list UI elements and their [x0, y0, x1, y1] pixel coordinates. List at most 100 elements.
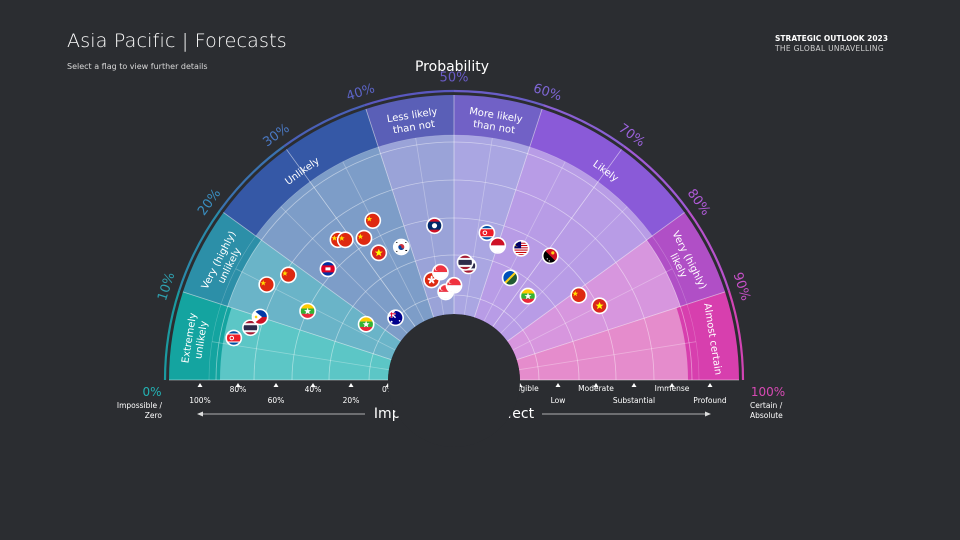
prob-grid-ray-60: [474, 108, 543, 318]
right-axis-label-2: Moderate: [578, 384, 614, 393]
flag-singapore[interactable]: [431, 263, 449, 281]
outer-ring-seg-1: [163, 290, 181, 381]
flag-china[interactable]: [280, 266, 297, 284]
percent-label-90: 90%: [730, 271, 753, 303]
inner-sector-2: [227, 240, 401, 360]
flag-graphic: [356, 231, 371, 246]
flag-thailand[interactable]: [456, 254, 474, 271]
flag-border: [357, 315, 375, 333]
flag-north-korea[interactable]: [478, 224, 496, 242]
brand-line-1: STRATEGIC OUTLOOK 2023: [775, 34, 888, 43]
flag-myanmar[interactable]: [299, 302, 316, 320]
right-tick-3: [631, 383, 637, 387]
left-axis-label-3: 40%: [305, 385, 322, 394]
flag-graphic: [281, 267, 296, 282]
flag-vietnam[interactable]: [370, 244, 388, 262]
flag-graphic: [520, 289, 535, 304]
flag-border: [426, 217, 443, 235]
left-tick-0: [197, 383, 203, 387]
flag-cambodia[interactable]: [319, 260, 337, 278]
flag-china[interactable]: [258, 276, 276, 293]
left-axis-label-0: 100%: [189, 396, 210, 405]
flag-singapore[interactable]: [445, 276, 463, 294]
flag-graphic: [243, 320, 258, 335]
prob-grid-ray-55: [463, 137, 493, 315]
flag-myanmar[interactable]: [519, 287, 537, 305]
flag-graphic: [388, 310, 403, 325]
flag-indonesia[interactable]: [489, 237, 507, 254]
end-right-percent: 100%: [751, 385, 785, 399]
flag-south-korea[interactable]: [392, 238, 410, 256]
flag-graphic: [300, 304, 315, 319]
percent-label-10: 10%: [155, 271, 178, 303]
left-tick-3: [310, 383, 316, 387]
flag-myanmar[interactable]: [357, 315, 375, 333]
page-title: Asia Pacific | Forecasts: [67, 30, 287, 52]
inner-sector-1: [220, 307, 392, 380]
left-tick-1: [235, 383, 241, 387]
flag-graphic: [514, 241, 529, 256]
right-axis-label-0: Negligible: [501, 384, 539, 393]
band-separator: [208, 134, 700, 381]
flag-border: [512, 239, 530, 257]
flag-border: [445, 276, 463, 294]
prob-grid-ray-80: [507, 212, 685, 342]
flag-graphic: [433, 265, 448, 280]
flag-graphic: [365, 213, 380, 228]
impact-arrowhead-right: [705, 411, 711, 417]
flag-border: [431, 263, 449, 281]
outer-ring-seg-7: [542, 104, 625, 148]
outer-ring-seg-10: [727, 290, 745, 381]
flag-china[interactable]: [570, 286, 588, 304]
flag-graphic: [427, 218, 442, 233]
end-right-text-1: Absolute: [750, 411, 783, 420]
flag-border: [541, 247, 559, 265]
probability-title: Probability: [415, 59, 489, 75]
flag-graphic: [447, 278, 461, 293]
flag-graphic: [543, 248, 558, 263]
end-left-percent: 0%: [142, 385, 161, 399]
flag-border: [392, 238, 410, 256]
flag-vietnam[interactable]: [591, 297, 608, 315]
right-tick-5: [707, 383, 713, 387]
flag-china[interactable]: [364, 212, 382, 229]
flag-north-korea[interactable]: [225, 329, 243, 347]
flag-graphic: [458, 255, 473, 270]
flag-china[interactable]: [355, 229, 373, 247]
flag-border: [251, 308, 269, 326]
flag-laos[interactable]: [426, 217, 443, 235]
flag-thailand[interactable]: [242, 319, 259, 337]
prob-grid-ray-35: [342, 161, 425, 322]
outer-ring-seg-3: [219, 145, 285, 211]
flag-philippines[interactable]: [251, 308, 269, 326]
flag-graphic: [479, 225, 494, 240]
flag-graphic: [503, 270, 518, 285]
flag-solomon-islands[interactable]: [501, 269, 519, 287]
flag-markers: [225, 212, 608, 347]
left-tick-4: [348, 383, 354, 387]
flag-border: [258, 276, 276, 293]
percent-label-60: 60%: [531, 81, 563, 104]
left-axis-label-2: 60%: [268, 396, 285, 405]
right-axis-label-4: Immense: [655, 384, 690, 393]
flag-china[interactable]: [336, 231, 354, 249]
percent-label-80: 80%: [684, 186, 713, 218]
prob-grid-ray-90: [516, 291, 726, 360]
flag-border: [570, 286, 588, 304]
flag-graphic: [394, 239, 409, 254]
page-subtitle: Select a flag to view further details: [67, 62, 208, 71]
prob-grid-ray-70: [492, 149, 622, 327]
flag-border: [370, 244, 388, 262]
brand-line-2: THE GLOBAL UNRAVELLING: [775, 44, 884, 53]
right-axis-label-1: Low: [551, 396, 566, 405]
right-tick-4: [669, 383, 675, 387]
flag-border: [478, 224, 496, 242]
flag-border: [519, 287, 537, 305]
flag-papua-new-guinea[interactable]: [541, 247, 559, 265]
flag-australia[interactable]: [387, 309, 404, 327]
flag-graphic: [438, 284, 453, 299]
percent-label-40: 40%: [345, 81, 377, 104]
prob-grid-ray-10: [182, 291, 392, 360]
flag-malaysia[interactable]: [512, 239, 530, 257]
